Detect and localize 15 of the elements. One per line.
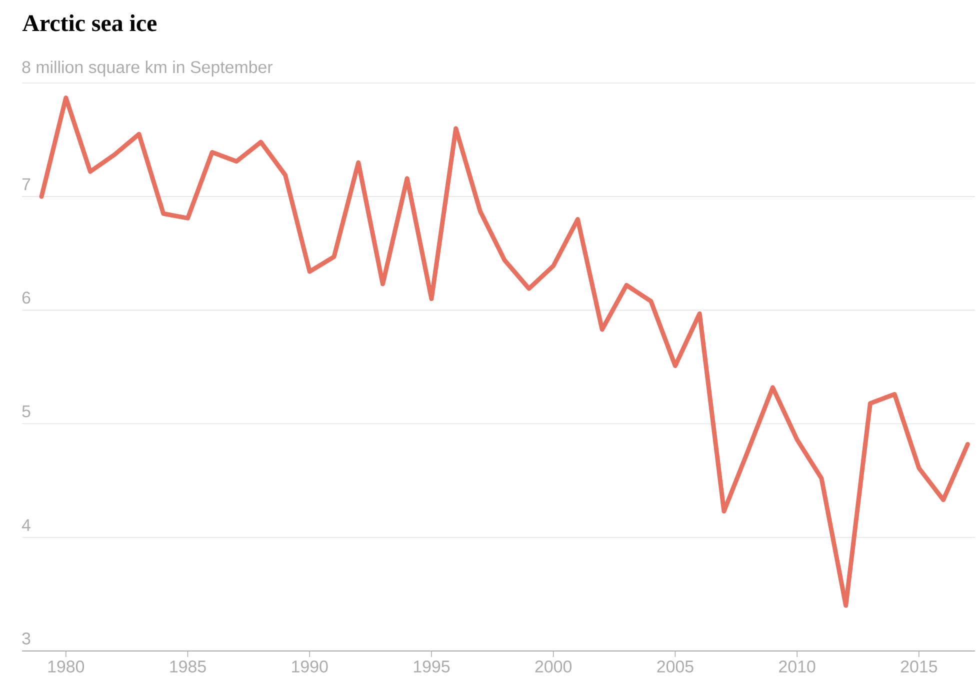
y-tick-label: 7 xyxy=(22,178,30,190)
x-tick-label: 1990 xyxy=(292,660,328,673)
y-tick-label: 3 xyxy=(22,632,30,644)
x-tick-label: 1985 xyxy=(170,660,206,673)
x-tick-label: 1980 xyxy=(48,660,84,673)
chart-title: Arctic sea ice xyxy=(22,14,157,32)
x-tick-label: 2015 xyxy=(900,660,938,673)
y-tick-label: 6 xyxy=(22,292,30,304)
y-tick-label: 8 million square km in September xyxy=(22,60,273,76)
y-tick-label: 4 xyxy=(22,519,30,531)
x-tick-label: 2005 xyxy=(657,660,694,673)
x-tick-label: 2000 xyxy=(535,660,572,673)
x-tick-label: 2010 xyxy=(779,660,816,673)
y-tick-label: 5 xyxy=(22,405,30,418)
x-tick-label: 1995 xyxy=(414,660,450,673)
